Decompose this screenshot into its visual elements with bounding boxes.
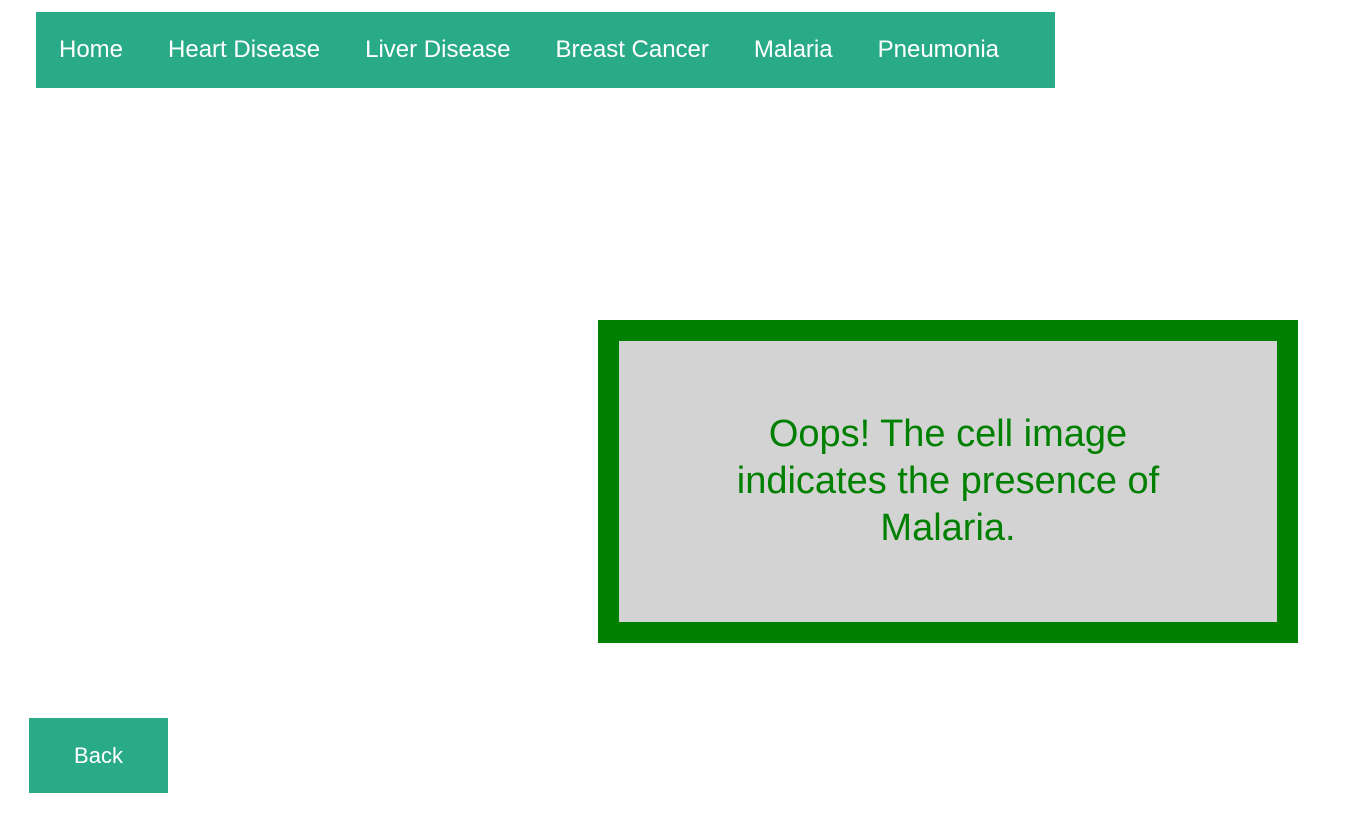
nav-heart-disease-link[interactable]: Heart Disease: [168, 36, 321, 63]
nav-pneumonia-link[interactable]: Pneumonia: [877, 36, 1000, 63]
nav-breast-cancer-link[interactable]: Breast Cancer: [555, 36, 709, 63]
nav-malaria-link[interactable]: Malaria: [753, 36, 833, 63]
prediction-result-box: Oops! The cell image indicates the prese…: [598, 320, 1298, 643]
back-button[interactable]: Back: [29, 718, 168, 793]
nav-home-link[interactable]: Home: [59, 36, 124, 63]
nav-liver-disease-link[interactable]: Liver Disease: [365, 36, 511, 63]
prediction-result-message: Oops! The cell image indicates the prese…: [736, 413, 1160, 549]
top-navbar: Home Heart Disease Liver Disease Breast …: [36, 12, 1055, 88]
